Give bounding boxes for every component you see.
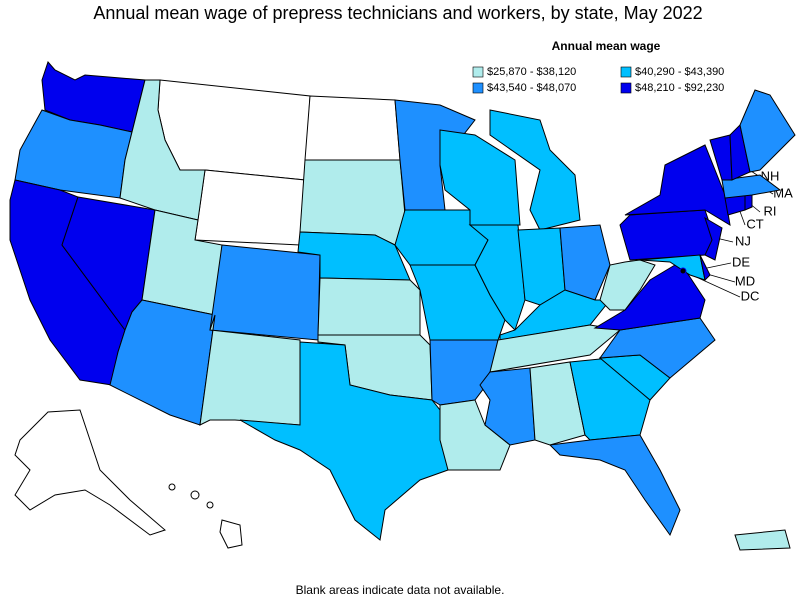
state-shape	[489, 324, 622, 373]
legend-label: $43,540 - $48,070	[487, 82, 576, 94]
legend-swatch	[620, 82, 632, 94]
legend-label: $25,870 - $38,120	[487, 66, 576, 78]
state-label: NJ	[735, 233, 751, 248]
state-shape	[548, 434, 681, 537]
legend-label: $48,210 - $92,230	[635, 82, 724, 94]
legend-swatch	[472, 82, 484, 94]
state-shape	[14, 409, 166, 536]
state-shape	[624, 144, 731, 226]
state-label: DC	[741, 288, 760, 303]
state-label: DE	[732, 254, 750, 269]
state-shape	[304, 95, 401, 161]
state-shape	[639, 254, 706, 281]
state-label: MD	[735, 273, 755, 288]
state-shape	[119, 79, 206, 221]
hawaii	[168, 483, 243, 549]
legend-title: Annual mean wage	[552, 39, 661, 53]
state-shape	[194, 169, 306, 246]
state-shape	[559, 224, 611, 301]
leader-line	[706, 262, 732, 269]
state-shape	[209, 244, 321, 341]
state-shape	[721, 174, 782, 199]
state-shape	[704, 216, 723, 261]
footnote: Blank areas indicate data not available.	[296, 583, 505, 597]
state-shape	[394, 99, 476, 211]
map-title: Annual mean wage of prepress technicians…	[93, 3, 702, 23]
state-label: RI	[764, 203, 777, 218]
state-shape	[157, 79, 311, 181]
state-shape	[619, 209, 716, 261]
state-label: CT	[746, 216, 763, 231]
state-shape	[734, 529, 791, 551]
legend: $25,870 - $38,120 $40,290 - $43,390 $43,54…	[472, 66, 724, 94]
state-shape	[744, 194, 753, 211]
legend-swatch	[472, 66, 484, 78]
states: WAORCANVIDUTAZCONMSDNEKSOKTXMNIAMOARLAWI…	[9, 61, 796, 551]
state-shape	[699, 254, 711, 282]
blank-states	[14, 79, 401, 549]
state-shape	[529, 361, 586, 446]
district-dot	[679, 267, 687, 275]
state-shape	[317, 277, 421, 336]
state-shape	[439, 399, 511, 471]
state-shape	[489, 109, 581, 231]
legend-label: $40,290 - $43,390	[635, 66, 724, 78]
state-shape	[239, 341, 449, 541]
legend-swatch	[620, 66, 632, 78]
state-shape	[599, 259, 656, 311]
state-shape	[739, 89, 796, 173]
state-shape	[517, 227, 566, 306]
